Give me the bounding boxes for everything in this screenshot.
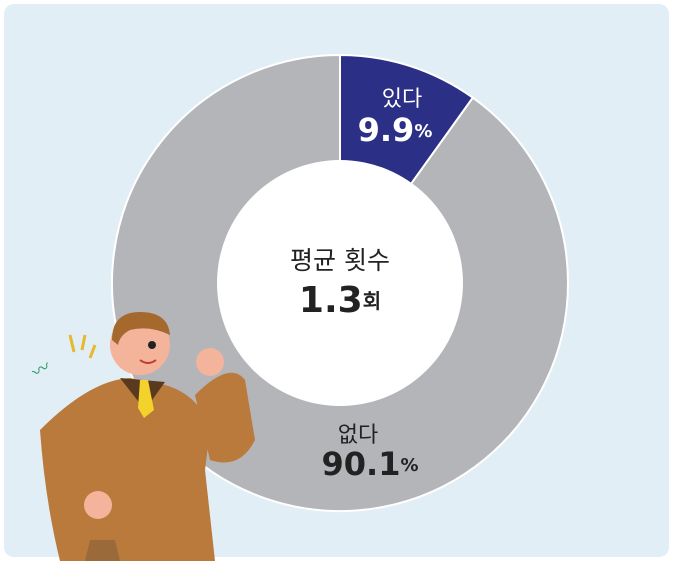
center-value: 1.3회 [299,280,381,321]
donut-hole [217,160,463,406]
character: 〰 [29,312,255,561]
category-label: 있다 [382,87,422,112]
category-label: 없다 [338,423,378,448]
center-label: 평균 횟수 [290,246,390,275]
value-label: 90.1% [322,445,419,483]
value-label: 9.9% [358,111,433,149]
